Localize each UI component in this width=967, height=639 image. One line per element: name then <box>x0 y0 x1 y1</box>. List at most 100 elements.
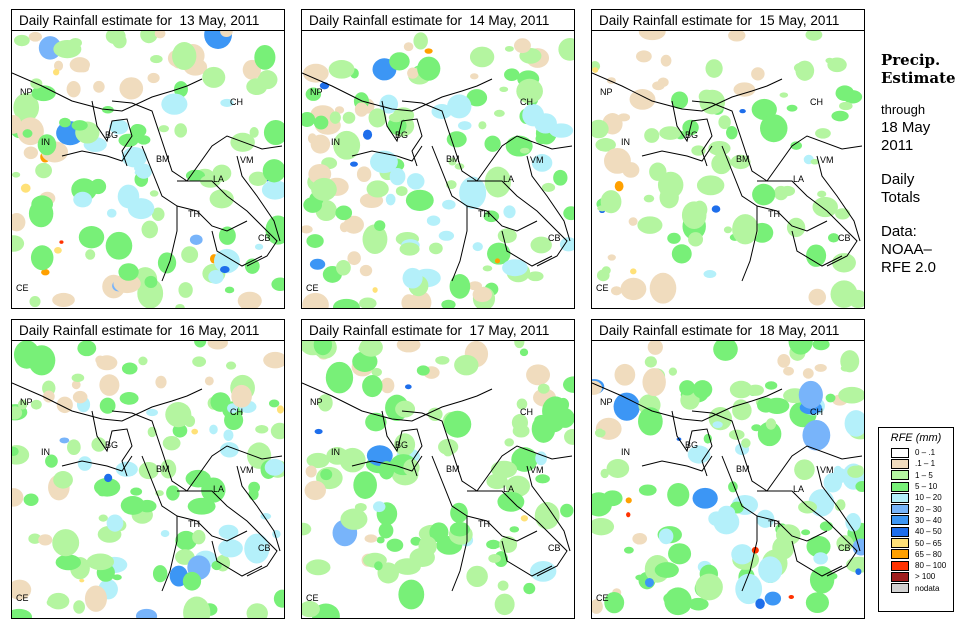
rainfall-cell <box>385 193 396 206</box>
country-label-bm: BM <box>446 154 460 164</box>
country-border <box>466 205 538 232</box>
rainfall-cell <box>831 253 856 273</box>
country-label-in: IN <box>621 137 630 147</box>
rainfall-cell <box>179 539 193 549</box>
rainfall-cell <box>380 377 395 394</box>
rainfall-cell <box>614 181 624 192</box>
rainfall-cell <box>814 363 827 372</box>
rainfall-cell <box>362 374 383 398</box>
rainfall-cell <box>406 173 425 190</box>
rainfall-cell <box>207 341 228 350</box>
country-border <box>176 515 248 542</box>
country-border <box>176 205 248 232</box>
rainfall-cell <box>659 126 682 140</box>
rainfall-cell <box>248 171 268 186</box>
rainfall-cell <box>359 297 377 308</box>
rainfall-cell <box>405 189 434 211</box>
rainfall-cell <box>342 111 356 124</box>
rainfall-cell <box>45 454 58 468</box>
rainfall-cell <box>448 157 457 166</box>
rainfall-cell <box>79 578 85 583</box>
country-border <box>501 230 553 267</box>
legend-item: 80 – 100 <box>891 560 953 571</box>
rainfall-cell <box>99 374 120 396</box>
rainfall-cell <box>831 110 849 122</box>
country-label-cb: CB <box>548 543 561 553</box>
rainfall-cell <box>335 205 353 221</box>
rainfall-cell <box>227 403 239 414</box>
rainfall-cell <box>276 405 284 414</box>
rainfall-cell <box>271 277 284 292</box>
rainfall-cell <box>365 412 387 432</box>
rainfall-cell <box>378 522 394 539</box>
rainfall-cell <box>435 355 450 365</box>
rainfall-cell <box>237 291 262 308</box>
map-panel-1: Daily Rainfall estimate for 13 May, 2011… <box>11 9 285 309</box>
rainfall-cell <box>783 366 794 376</box>
rainfall-cell <box>705 59 723 78</box>
country-label-ce: CE <box>16 593 29 603</box>
rainfall-cell <box>181 246 199 264</box>
rainfall-cell <box>802 419 831 451</box>
rainfall-cell <box>255 424 269 434</box>
rainfall-cell <box>592 67 599 73</box>
rainfall-cell <box>466 565 488 588</box>
rainfall-cell <box>394 433 416 456</box>
rainfall-cell <box>494 258 501 264</box>
rainfall-cell <box>502 259 528 277</box>
rainfall-cell <box>855 480 864 492</box>
country-label-la: LA <box>793 484 805 494</box>
rainfall-cell <box>12 235 25 252</box>
rainfall-cell <box>386 538 404 552</box>
rainfall-cell <box>77 341 97 357</box>
legend-label: 65 – 80 <box>915 549 942 559</box>
country-border <box>757 490 858 577</box>
rainfall-cell <box>368 108 387 128</box>
rainfall-cell <box>185 169 205 182</box>
rainfall-cell <box>688 597 709 611</box>
rainfall-cell <box>320 468 333 481</box>
rainfall-cell <box>823 472 843 493</box>
rainfall-cell <box>218 539 243 558</box>
rainfall-cell <box>472 286 493 303</box>
country-label-bg: BG <box>105 130 119 140</box>
rainfall-cell <box>487 242 511 265</box>
rainfall-cell <box>218 226 236 245</box>
rainfall-cell <box>788 595 795 599</box>
rainfall-cell <box>403 42 414 52</box>
title-line1: Precip. <box>881 51 941 69</box>
rainfall-cell <box>154 31 166 39</box>
rainfall-cell <box>416 365 430 376</box>
rainfall-cell <box>13 93 40 123</box>
rainfall-cell <box>333 298 360 308</box>
rainfall-cell <box>635 50 652 63</box>
country-border <box>791 540 843 577</box>
country-border <box>816 465 861 552</box>
rainfall-cell <box>12 488 24 507</box>
rainfall-cell <box>254 243 264 250</box>
country-label-vm: VM <box>820 465 834 475</box>
rainfall-cell <box>17 399 28 410</box>
map-panel-6: Daily Rainfall estimate for 18 May, 2011… <box>591 319 865 619</box>
rainfall-cell <box>617 113 631 122</box>
rainfall-cell <box>209 424 218 435</box>
rainfall-cell <box>135 163 152 179</box>
legend-label: > 100 <box>915 572 936 582</box>
rainfall-cell <box>505 135 533 157</box>
rainfall-cell <box>855 568 862 576</box>
rainfall-cell <box>457 121 472 131</box>
rainfall-cell <box>59 117 71 128</box>
rainfall-cell <box>535 451 547 466</box>
rainfall-cell <box>450 502 468 523</box>
rainfall-cell <box>638 484 657 496</box>
rainfall-cell <box>563 206 574 221</box>
rainfall-cell <box>261 180 284 200</box>
country-label-bg: BG <box>685 130 699 140</box>
country-label-th: TH <box>188 209 200 219</box>
rainfall-cell <box>71 380 81 390</box>
rainfall-cell <box>659 186 679 209</box>
legend-swatch <box>891 504 909 515</box>
rainfall-cell <box>162 436 181 451</box>
rainfall-cell <box>819 521 833 532</box>
country-label-la: LA <box>503 174 515 184</box>
